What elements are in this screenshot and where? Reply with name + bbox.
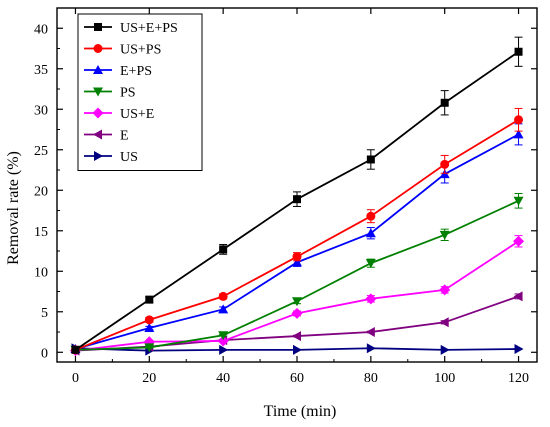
y-tick-label: 20: [34, 184, 48, 199]
data-point: [71, 345, 80, 354]
data-point: [365, 259, 376, 269]
data-point: [513, 196, 524, 206]
data-point: [292, 331, 301, 342]
legend-label: E+PS: [120, 64, 152, 79]
data-point: [365, 293, 377, 305]
y-axis-label: Removal rate (%): [5, 151, 22, 265]
x-tick-label: 60: [290, 371, 304, 386]
legend-item: PS: [84, 86, 136, 101]
data-point: [439, 230, 450, 240]
data-point: [439, 317, 449, 328]
data-point: [144, 343, 155, 353]
x-tick-label: 100: [434, 371, 455, 386]
data-point: [218, 304, 229, 314]
series-us-ps: [70, 107, 524, 355]
legend: US+E+PS US+PS E+PS PS US+E E US: [77, 13, 203, 171]
legend-marker: [92, 107, 104, 119]
data-point: [292, 252, 302, 262]
data-point: [366, 343, 376, 354]
data-point: [144, 315, 154, 325]
data-point: [365, 327, 375, 338]
legend-marker: [93, 87, 103, 97]
legend-marker: [93, 129, 102, 140]
y-tick-label: 0: [41, 346, 48, 361]
legend-marker: [94, 23, 102, 31]
data-point: [440, 159, 450, 169]
series-us: [71, 343, 524, 356]
legend-label: US: [120, 150, 138, 165]
x-tick-label: 80: [364, 371, 378, 386]
data-point: [514, 344, 524, 355]
y-tick-label: 30: [34, 103, 48, 118]
data-point: [514, 47, 523, 56]
data-point: [292, 257, 302, 267]
data-point: [439, 284, 451, 296]
data-point: [513, 235, 525, 247]
x-tick-label: 40: [216, 371, 230, 386]
legend-label: US+PS: [120, 43, 161, 58]
legend-label: PS: [120, 86, 136, 101]
data-point: [440, 98, 449, 107]
data-point: [513, 291, 523, 302]
legend-label: E: [120, 129, 129, 144]
data-point: [218, 331, 229, 341]
legend-item: US+PS: [84, 43, 161, 58]
x-tick-label: 0: [72, 371, 79, 386]
data-point: [291, 307, 303, 319]
legend-marker: [93, 65, 103, 74]
data-point: [217, 335, 229, 347]
y-tick-label: 25: [34, 144, 48, 159]
y-tick-label: 40: [34, 22, 48, 37]
series-line: [75, 199, 519, 351]
y-tick-label: 15: [34, 225, 48, 240]
legend-marker: [93, 44, 103, 53]
data-point: [513, 129, 524, 139]
data-point: [219, 344, 229, 355]
legend-label: US+E+PS: [120, 21, 178, 36]
data-point: [145, 295, 154, 304]
y-tick-label: 5: [41, 306, 48, 321]
data-point: [365, 228, 376, 238]
data-point: [366, 211, 376, 221]
legend-item: E+PS: [84, 64, 152, 79]
data-point: [514, 115, 524, 125]
x-axis-label: Time (min): [264, 403, 337, 420]
data-point: [293, 195, 301, 204]
legend-item: US: [84, 150, 138, 165]
x-tick-label: 120: [508, 371, 529, 386]
data-point: [144, 322, 155, 332]
legend-marker: [94, 151, 103, 161]
x-tick-label: 20: [142, 371, 156, 386]
legend-label: US+E: [120, 107, 154, 122]
data-point: [292, 297, 302, 307]
data-point: [219, 245, 228, 254]
data-point: [366, 155, 375, 164]
data-point: [218, 291, 228, 301]
series-group: [69, 36, 525, 357]
legend-item: US+E: [84, 107, 154, 122]
data-point: [440, 344, 450, 355]
series-us-e-ps: [71, 36, 523, 354]
y-tick-label: 35: [34, 63, 48, 78]
series-e-ps: [70, 123, 524, 354]
data-point: [293, 344, 302, 355]
axis-ticks: 0 20 40 60 80 100 120 0 5 10 15 20 25 30 35 40: [34, 8, 537, 386]
y-tick-label: 10: [34, 265, 48, 280]
legend-item: E: [84, 129, 129, 144]
legend-item: US+E+PS: [84, 21, 178, 36]
